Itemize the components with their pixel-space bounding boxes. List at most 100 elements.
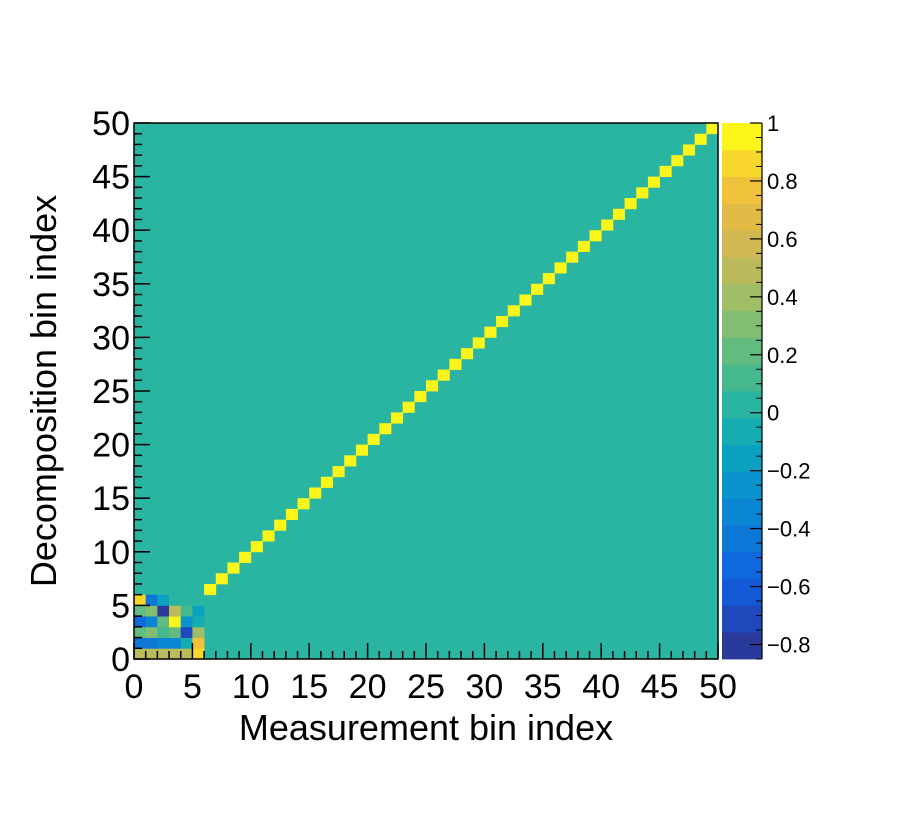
colorbar-step [722, 257, 762, 285]
heatmap-cell [157, 594, 170, 606]
heatmap-cell-diagonal [706, 123, 719, 135]
heatmap-cell [134, 648, 147, 660]
y-tick-label: 25 [92, 373, 130, 411]
heatmap-cell-diagonal [297, 498, 310, 510]
heatmap-cell-diagonal [577, 240, 590, 253]
x-tick-label: 20 [349, 668, 387, 706]
heatmap-cell [134, 594, 147, 606]
heatmap-cell [169, 637, 182, 649]
heatmap-cell-diagonal [355, 444, 368, 456]
colorbar-step [722, 471, 762, 499]
heatmap-cell [169, 594, 182, 606]
heatmap-cell-diagonal [402, 401, 415, 413]
heatmap-cell-diagonal [589, 230, 602, 242]
x-tick-label: 25 [407, 668, 445, 706]
colorbar-tick-label: 0.4 [767, 285, 798, 310]
y-tick-labels: 0 5 10 15 20 25 30 35 40 45 50 [92, 105, 130, 679]
heatmap-cell-diagonal [601, 219, 614, 231]
x-axis-title: Measurement bin index [239, 707, 613, 748]
heatmap-cell-diagonal [274, 519, 287, 531]
colorbar-step [722, 337, 762, 365]
heatmap-cell [157, 637, 170, 649]
colorbar-tick-label: 0.2 [767, 343, 798, 368]
heatmap-cell-diagonal [566, 251, 579, 263]
colorbar-step [722, 230, 762, 258]
heatmap-cell [145, 616, 158, 628]
colorbar-step [722, 149, 762, 177]
y-tick-label: 10 [92, 534, 130, 572]
colorbar-step [722, 632, 762, 660]
heatmap-cell-diagonal [694, 133, 707, 145]
colorbar-step [722, 364, 762, 392]
y-tick-label: 15 [92, 480, 130, 518]
heatmap-cell [169, 605, 182, 617]
colorbar-tick-label: 1 [767, 111, 779, 136]
heatmap-cell [192, 626, 205, 638]
heatmap-cell-diagonal [461, 348, 474, 360]
heatmap-cell [180, 594, 193, 606]
colorbar-tick-label: 0.8 [767, 169, 798, 194]
heatmap-cell [192, 616, 205, 628]
x-tick-label: 45 [641, 668, 679, 706]
y-tick-label: 35 [92, 266, 130, 304]
x-tick-label: 0 [125, 668, 144, 706]
heatmap-cell-diagonal [239, 551, 252, 563]
heatmap-cell-diagonal [367, 433, 380, 445]
colorbar-tick-label: −0.4 [767, 517, 810, 542]
heatmap-cell-diagonal [531, 283, 544, 295]
heatmap-cell [180, 637, 193, 649]
colorbar-step [722, 551, 762, 579]
x-tick-label: 50 [699, 668, 737, 706]
colorbar-step [722, 391, 762, 419]
colorbar-step [722, 310, 762, 338]
heatmap-cell-diagonal [379, 423, 392, 435]
heatmap-cell [180, 648, 193, 660]
colorbar-step [722, 203, 762, 231]
colorbar-tick-label: 0.6 [767, 227, 798, 252]
colorbar-step [722, 605, 762, 633]
heatmap-cell-diagonal [320, 476, 333, 488]
y-tick-label: 40 [92, 212, 130, 250]
colorbar-step [722, 498, 762, 526]
y-axis-title: Decomposition bin index [23, 195, 64, 587]
heatmap-cell-diagonal [682, 144, 696, 156]
heatmap-cell-diagonal [332, 466, 345, 478]
heatmap-cell [157, 648, 170, 660]
heatmap-cell-diagonal [542, 273, 555, 285]
heatmap-cell [134, 637, 147, 649]
heatmap-cell [145, 637, 158, 649]
heatmap-cell-diagonal [309, 487, 322, 499]
heatmap-cell [134, 626, 147, 638]
heatmap-cell-diagonal [507, 305, 520, 317]
y-tick-label: 5 [111, 587, 130, 625]
heatmap-cell-diagonal [659, 165, 672, 177]
axis-ticks [133, 122, 719, 660]
heatmap-cell-diagonal [554, 262, 567, 274]
heatmap-cell [180, 626, 193, 638]
heatmap-cell [157, 605, 170, 617]
heatmap-cell-diagonal [414, 391, 427, 403]
colorbar-step [722, 123, 762, 151]
heatmap-cell [192, 594, 205, 606]
heatmap-cell [192, 605, 205, 617]
heatmap-cell [157, 616, 170, 628]
heatmap-cell-diagonal [437, 369, 450, 381]
heatmap-cell-diagonal [624, 198, 637, 210]
heatmap-cell-diagonal [636, 187, 649, 199]
heatmap-cell-diagonal [227, 562, 240, 574]
heatmap-cell [169, 626, 182, 638]
x-tick-label: 15 [290, 668, 328, 706]
heatmap-cell-diagonal [519, 294, 532, 306]
x-tick-labels: 0 5 10 15 20 25 30 35 40 45 50 [125, 668, 737, 706]
heatmap-cell-diagonal [390, 412, 404, 424]
heatmap-cell-diagonal [426, 380, 439, 392]
colorbar-labels: 1 0.8 0.6 0.4 0.2 0 −0.2 −0.4 −0.6 −0.8 [750, 111, 810, 660]
y-tick-label: 50 [92, 105, 130, 143]
heatmap-cell-diagonal [612, 208, 625, 220]
x-tick-label: 35 [524, 668, 562, 706]
x-tick-label: 30 [465, 668, 503, 706]
colorbar-step [722, 417, 762, 445]
y-tick-label: 45 [92, 159, 130, 197]
heatmap-cell [169, 648, 182, 660]
heatmap-cell [157, 626, 170, 638]
